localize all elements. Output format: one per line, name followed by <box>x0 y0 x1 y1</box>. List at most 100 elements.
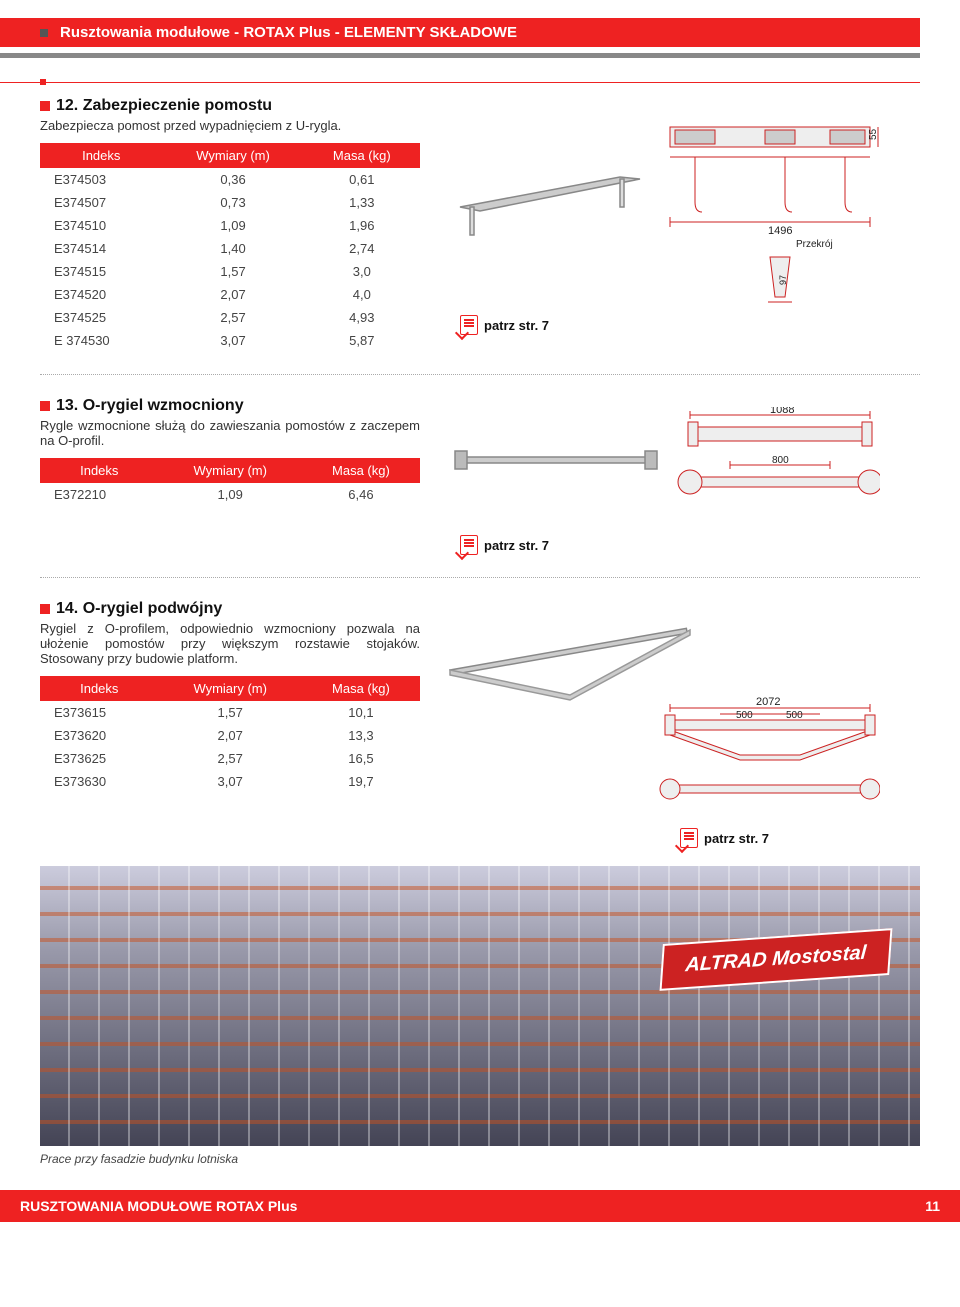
table-row: E3736303,0719,7 <box>40 770 420 793</box>
table-cell: 2,07 <box>162 283 303 306</box>
dim-1088: 1088 <box>770 407 794 416</box>
section-12-desc: Zabezpiecza pomost przed wypadnięciem z … <box>40 118 420 133</box>
table-row: E3745141,402,74 <box>40 237 420 260</box>
table-cell: 19,7 <box>302 770 420 793</box>
header-underline <box>0 53 920 58</box>
table-cell: 2,07 <box>159 724 302 747</box>
col-masa: Masa (kg) <box>302 676 420 701</box>
section-14-title: 14. O-rygiel podwójny <box>40 600 420 618</box>
table-row: E3745252,574,93 <box>40 306 420 329</box>
table-cell: 1,33 <box>304 191 420 214</box>
table-cell: E374503 <box>40 168 162 191</box>
table-cell: 3,07 <box>162 329 303 352</box>
table-cell: E374525 <box>40 306 162 329</box>
section-13: 13. O-rygiel wzmocniony Rygle wzmocnione… <box>40 397 920 555</box>
patrz-link-13[interactable]: patrz str. 7 <box>460 535 920 555</box>
table-cell: 13,3 <box>302 724 420 747</box>
separator <box>40 374 920 375</box>
col-wymiary: Wymiary (m) <box>159 458 302 483</box>
table-cell: 1,57 <box>162 260 303 283</box>
photo-caption: Prace przy fasadzie budynku lotniska <box>40 1152 920 1166</box>
table-cell: 5,87 <box>304 329 420 352</box>
table-cell: 2,57 <box>162 306 303 329</box>
section-12-drawing: 1496 55 Przekrój 97 <box>440 107 880 307</box>
section-13-drawing: 1088 800 <box>440 407 880 527</box>
table-cell: E373630 <box>40 770 159 793</box>
table-row: E 3745303,075,87 <box>40 329 420 352</box>
table-row: E3745151,573,0 <box>40 260 420 283</box>
col-indeks: Indeks <box>40 458 159 483</box>
section-13-table: Indeks Wymiary (m) Masa (kg) E3722101,09… <box>40 458 420 506</box>
table-cell: 3,0 <box>304 260 420 283</box>
patrz-link-12[interactable]: patrz str. 7 <box>460 315 920 335</box>
page-ref-icon <box>460 535 478 555</box>
table-row: E3745101,091,96 <box>40 214 420 237</box>
accent-divider <box>0 82 920 83</box>
dim-2072: 2072 <box>756 696 780 708</box>
table-cell: 6,46 <box>302 483 420 506</box>
section-13-title: 13. O-rygiel wzmocniony <box>40 397 420 415</box>
col-indeks: Indeks <box>40 676 159 701</box>
section-12: 12. Zabezpieczenie pomostu Zabezpiecza p… <box>40 97 920 352</box>
page-footer: RUSZTOWANIA MODUŁOWE ROTAX Plus 11 <box>0 1190 960 1222</box>
col-indeks: Indeks <box>40 143 162 168</box>
scaffold-photo: ALTRAD Mostostal <box>40 866 920 1146</box>
section-14-drawing: 2072 500 500 <box>440 610 880 820</box>
table-cell: 1,09 <box>162 214 303 237</box>
table-cell: E374520 <box>40 283 162 306</box>
table-cell: 0,36 <box>162 168 303 191</box>
dim-55: 55 <box>868 128 879 140</box>
table-cell: 1,57 <box>159 701 302 724</box>
przekroj-label: Przekrój <box>796 239 833 250</box>
table-cell: E372210 <box>40 483 159 506</box>
table-cell: E374507 <box>40 191 162 214</box>
table-row: E3745202,074,0 <box>40 283 420 306</box>
table-cell: 0,73 <box>162 191 303 214</box>
col-wymiary: Wymiary (m) <box>159 676 302 701</box>
table-cell: E 374530 <box>40 329 162 352</box>
table-cell: 10,1 <box>302 701 420 724</box>
page-ref-icon <box>460 315 478 335</box>
table-row: E3745070,731,33 <box>40 191 420 214</box>
table-cell: E373620 <box>40 724 159 747</box>
section-12-table: Indeks Wymiary (m) Masa (kg) E3745030,36… <box>40 143 420 352</box>
section-12-title: 12. Zabezpieczenie pomostu <box>40 97 420 115</box>
separator <box>40 577 920 578</box>
section-14: 14. O-rygiel podwójny Rygiel z O-profile… <box>40 600 920 848</box>
dim-1496: 1496 <box>768 225 792 237</box>
table-cell: 0,61 <box>304 168 420 191</box>
table-cell: 1,09 <box>159 483 302 506</box>
col-wymiary: Wymiary (m) <box>162 143 303 168</box>
table-cell: 4,0 <box>304 283 420 306</box>
page-header: Rusztowania modułowe - ROTAX Plus - ELEM… <box>0 18 920 47</box>
table-row: E3736151,5710,1 <box>40 701 420 724</box>
table-row: E3736202,0713,3 <box>40 724 420 747</box>
table-cell: E374515 <box>40 260 162 283</box>
table-cell: E373625 <box>40 747 159 770</box>
col-masa: Masa (kg) <box>304 143 420 168</box>
table-row: E3722101,096,46 <box>40 483 420 506</box>
dim-800: 800 <box>772 455 789 466</box>
page-ref-icon <box>680 828 698 848</box>
patrz-link-14[interactable]: patrz str. 7 <box>680 828 920 848</box>
table-cell: 1,96 <box>304 214 420 237</box>
section-14-table: Indeks Wymiary (m) Masa (kg) E3736151,57… <box>40 676 420 793</box>
table-cell: 2,74 <box>304 237 420 260</box>
table-cell: 3,07 <box>159 770 302 793</box>
table-cell: E374510 <box>40 214 162 237</box>
footer-title: RUSZTOWANIA MODUŁOWE ROTAX Plus <box>20 1198 297 1214</box>
table-cell: 2,57 <box>159 747 302 770</box>
table-cell: 4,93 <box>304 306 420 329</box>
table-cell: 1,40 <box>162 237 303 260</box>
section-13-desc: Rygle wzmocnione służą do zawieszania po… <box>40 418 420 448</box>
table-cell: E373615 <box>40 701 159 724</box>
table-row: E3736252,5716,5 <box>40 747 420 770</box>
section-14-desc: Rygiel z O-profilem, odpowiednio wzmocni… <box>40 621 420 666</box>
page-number: 11 <box>925 1198 940 1214</box>
dim-500b: 500 <box>786 710 803 721</box>
col-masa: Masa (kg) <box>302 458 420 483</box>
table-cell: 16,5 <box>302 747 420 770</box>
table-cell: E374514 <box>40 237 162 260</box>
dim-500a: 500 <box>736 710 753 721</box>
table-row: E3745030,360,61 <box>40 168 420 191</box>
